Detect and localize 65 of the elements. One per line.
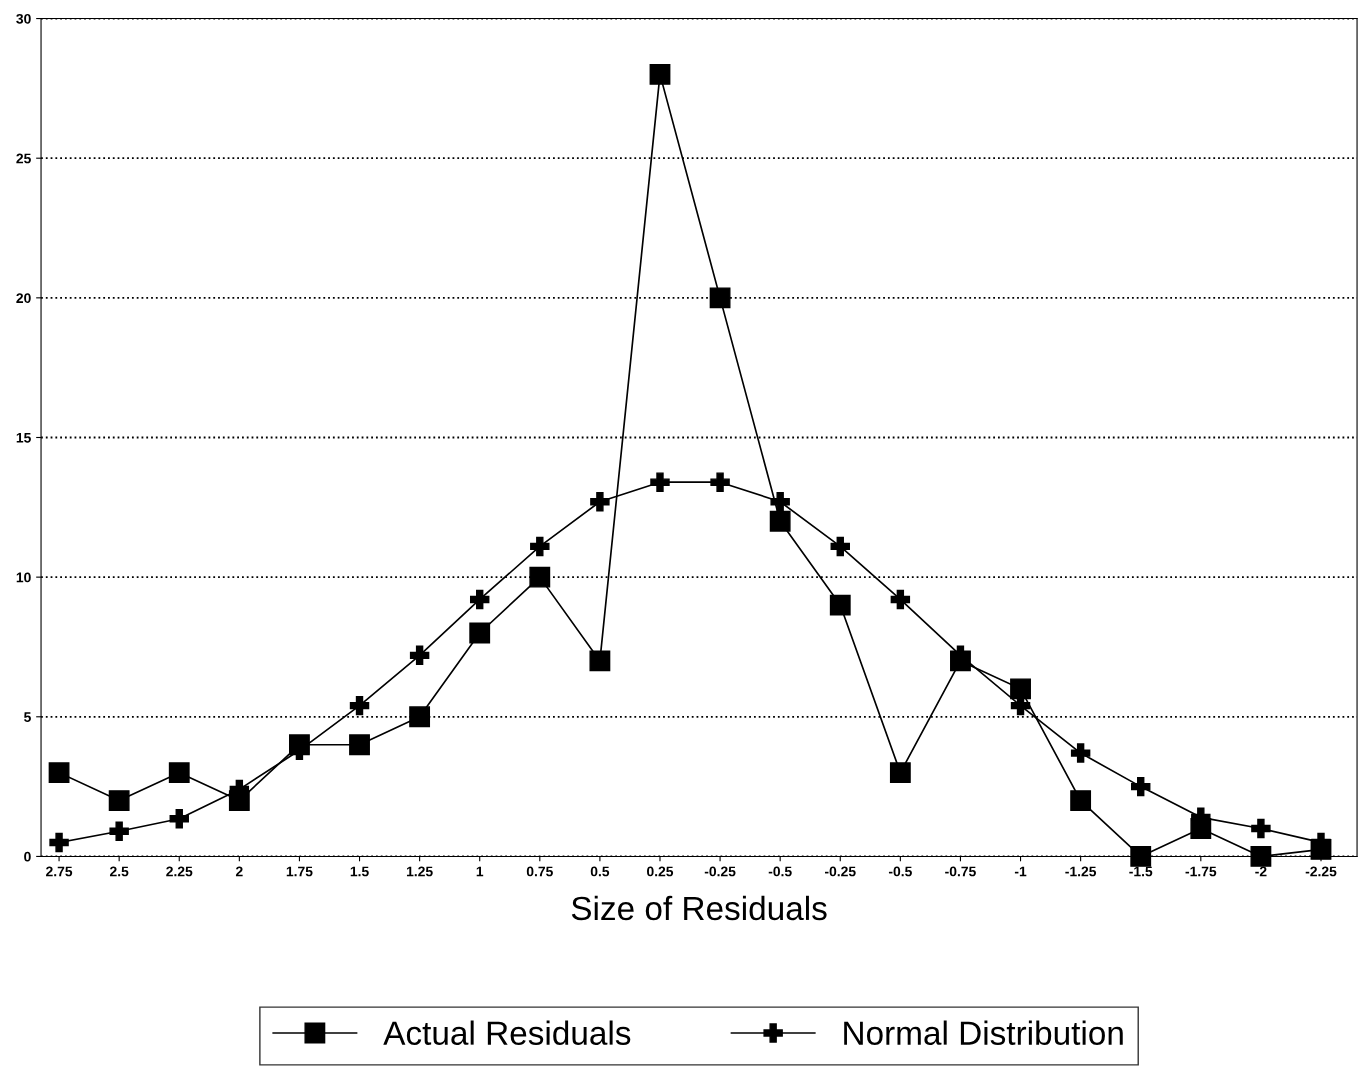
point [469,589,490,610]
point [108,790,130,811]
point [529,566,551,588]
point [709,287,731,309]
x-tick-label: 0.25 [647,866,674,877]
point [1130,846,1152,867]
x-tick-label: 2.25 [166,866,193,877]
x-tick-label: -0.5 [888,866,912,877]
y-tick-label: 30 [16,13,31,24]
point [349,695,370,716]
x-tick-label: 1.5 [350,866,369,877]
point [1070,743,1091,763]
x-tick-label: -1 [1014,866,1027,877]
x-tick-label: -2.25 [1305,866,1337,877]
x-tick-label: 1.75 [286,866,313,877]
point [590,492,610,512]
point [769,510,791,532]
point [890,589,911,610]
x-tick-label: 2.5 [109,866,129,877]
point [710,472,730,492]
legend-label: Normal Distribution [844,1020,1123,1045]
point [409,706,431,728]
x-tick-label: -2 [1255,866,1267,877]
point [589,650,611,672]
x-tick-label: 0.75 [526,866,553,877]
point [168,762,190,784]
point [349,734,370,756]
y-tick-label: 0 [24,851,31,862]
point [889,762,911,784]
x-tick-label: -0.25 [824,866,856,877]
x-tick-label: 0.5 [590,866,610,877]
point [649,63,671,85]
y-tick-label: 10 [16,572,31,583]
x-tick-label: -1.5 [1129,866,1153,877]
x-tick-label: -0.5 [768,866,792,877]
x-axis-title: Size of Residuals [571,895,827,921]
x-tick-label: -0.25 [704,866,736,877]
point [1131,776,1151,797]
x-tick-label: -1.25 [1065,866,1097,877]
point [409,645,430,666]
x-tick-label: -0.75 [945,866,976,877]
x-tick-label: 2 [235,866,243,877]
point [1251,818,1271,839]
x-tick-label: 2.75 [46,866,73,877]
x-tick-label: -1.75 [1185,866,1217,877]
point [469,622,491,644]
y-tick-label: 20 [16,293,31,304]
y-tick-label: 5 [24,712,31,722]
point [109,821,129,842]
point [650,472,670,492]
legend-label: Actual Residuals [383,1020,631,1045]
point [1070,790,1092,811]
x-tick-label: 1 [476,866,484,877]
point [1010,678,1031,700]
x-tick-label: 1.25 [406,866,433,877]
point [830,536,850,557]
point [49,832,69,853]
y-tick-label: 15 [16,432,31,443]
point [829,594,851,616]
point [530,536,550,557]
point [1250,846,1272,867]
y-tick-label: 25 [16,153,31,164]
point [770,492,790,512]
point [48,762,70,784]
point [169,809,189,829]
